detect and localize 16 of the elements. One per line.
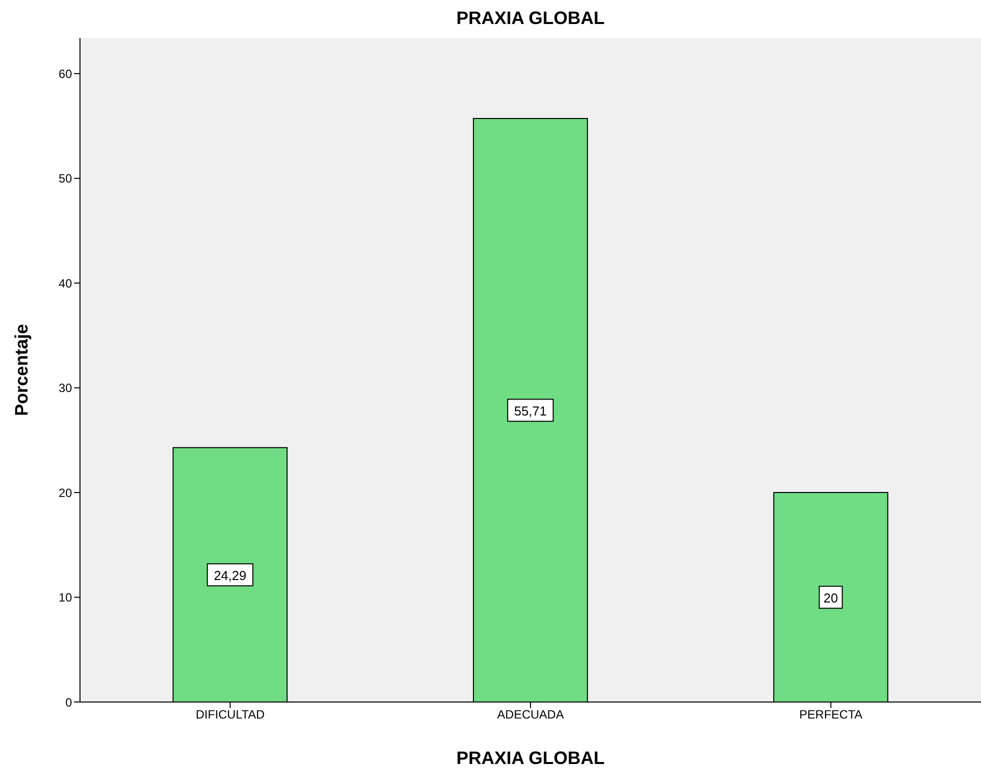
y-tick-label: 0 — [65, 695, 72, 710]
y-tick-label: 60 — [58, 66, 72, 81]
x-tick-label: DIFICULTAD — [196, 708, 265, 722]
chart-title: PRAXIA GLOBAL — [455, 8, 606, 29]
x-axis-title: PRAXIA GLOBAL — [455, 748, 606, 769]
data-label: 20 — [824, 590, 838, 606]
y-tick-label: 30 — [58, 381, 72, 396]
y-tick-label: 40 — [58, 276, 72, 290]
y-axis-title: Porcentaje — [12, 324, 32, 416]
x-tick-label: PERFECTA — [799, 708, 862, 722]
y-tick-label: 20 — [58, 486, 72, 500]
x-tick-label: ADECUADA — [497, 708, 564, 722]
y-tick-label: 50 — [58, 172, 72, 186]
y-tick-label: 10 — [58, 590, 72, 605]
data-label: 55,71 — [514, 403, 547, 418]
data-label: 24,29 — [214, 568, 246, 583]
